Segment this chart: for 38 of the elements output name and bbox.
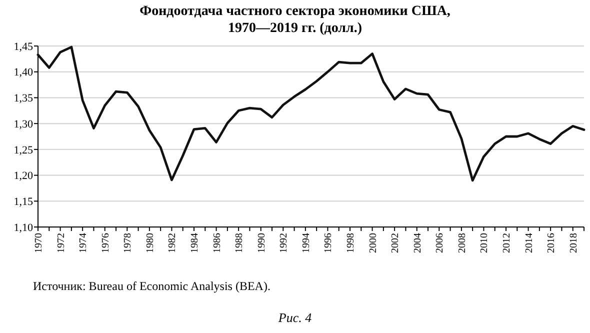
text: Рис. 4 [277, 310, 312, 325]
x-tick-label: 2014 [524, 233, 535, 253]
line-series [36, 46, 586, 182]
chart-subtitle: 1970—2019 гг. (долл.) [228, 21, 362, 36]
x-tick-label: 1976 [100, 233, 112, 253]
x-tick-label: 1986 [212, 233, 223, 253]
y-tick-label: 1,40 [14, 66, 34, 79]
x-tick-label: 2010 [479, 233, 490, 253]
chart-title: Фондоотдача частного сектора экономики США, [140, 4, 450, 19]
x-tick-label: 2016 [546, 233, 558, 253]
x-tick-label: 1994 [300, 233, 312, 253]
x-tick-label: 1990 [256, 233, 268, 253]
x-tick-label: 2006 [434, 233, 446, 253]
y-tick-label: 1,25 [14, 144, 34, 156]
y-tick-label: 1,45 [14, 40, 34, 53]
x-tick-label: 2000 [368, 233, 379, 253]
x-tick-label: 1992 [278, 233, 290, 253]
text: Источник: Bureau of Economic Analysis (BEA). [33, 279, 270, 293]
x-tick-label: 1980 [144, 233, 156, 253]
y-tick-label: 1,20 [14, 170, 34, 182]
x-tick-label: 1974 [78, 233, 90, 253]
x-tick-label: 1996 [323, 233, 334, 253]
y-tick-label: 1,10 [14, 222, 34, 234]
x-tick-label: 1972 [56, 233, 67, 253]
x-tick-label: 1982 [167, 233, 178, 253]
x-tick-label: 2012 [502, 233, 512, 253]
x-tick-label: 1988 [234, 233, 246, 253]
x-tick-label: 2018 [568, 233, 580, 253]
y-tick-label: 1,35 [14, 92, 34, 105]
x-tick-label: 2008 [456, 233, 468, 253]
y-tick-label: 1,30 [14, 118, 34, 130]
x-tick-label: 1984 [190, 233, 200, 253]
x-tick-label: 1970 [34, 233, 44, 253]
x-tick-label: 2004 [412, 233, 424, 253]
x-tick-label: 1998 [346, 233, 356, 253]
x-tick-label: 1978 [122, 233, 134, 253]
y-tick-label: 1,15 [14, 196, 34, 208]
x-tick-label: 2002 [390, 233, 402, 253]
